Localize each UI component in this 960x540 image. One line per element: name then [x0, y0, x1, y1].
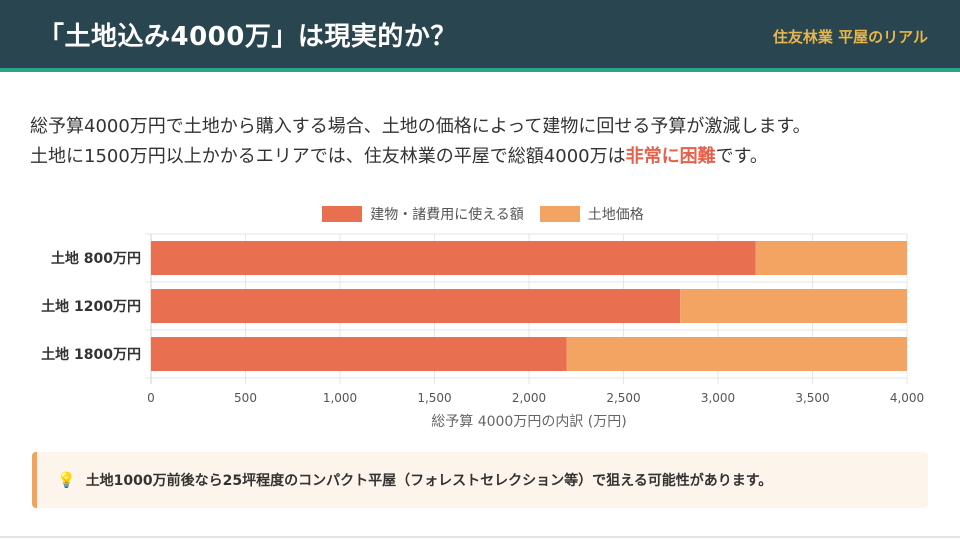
x-tick-label-2: 1,000: [323, 391, 357, 405]
intro-line-2-after: です。: [715, 146, 768, 167]
tip-text: 土地1000万前後なら25坪程度のコンパクト平屋（フォレストセレクション等）で狙…: [85, 473, 773, 489]
category-label-1: 土地 1200万円: [41, 298, 141, 315]
bar-land-0[interactable]: [755, 241, 907, 275]
x-tick-label-7: 3,500: [795, 391, 829, 405]
bar-building-2[interactable]: [151, 337, 567, 371]
intro-line-1: 総予算4000万円で土地から購入する場合、土地の価格によって建物に回せる予算が激…: [30, 116, 811, 137]
category-label-2: 土地 1800万円: [41, 346, 141, 363]
tip-note: 💡 土地1000万前後なら25坪程度のコンパクト平屋（フォレストセレクション等）…: [32, 452, 928, 508]
tick-labels: 0 500 1,000 1,500 2,000 2,500 3,000 3,500 4,000: [147, 391, 924, 405]
intro-line-2-before: 土地に1500万円以上かかるエリアでは、住友林業の平屋で総額4000万は: [30, 146, 626, 167]
bar-land-1[interactable]: [680, 289, 907, 323]
bars-layer: [151, 241, 907, 371]
x-tick-label-4: 2,000: [512, 391, 546, 405]
x-tick-label-6: 3,000: [701, 391, 735, 405]
chart-legend: 建物・諸費用に使える額 土地価格: [0, 204, 960, 224]
bar-building-1[interactable]: [151, 289, 681, 323]
legend-swatch-land: [539, 206, 580, 222]
x-tick-label-3: 1,500: [417, 391, 451, 405]
page-title: 「土地込み4000万」は現実的か？: [38, 22, 457, 52]
legend-item-building[interactable]: 建物・諸費用に使える額: [322, 204, 524, 224]
x-tick-label-5: 2,500: [606, 391, 640, 405]
x-axis-title: 総予算 4000万円の内訳 (万円): [431, 414, 626, 430]
bar-building-0[interactable]: [151, 241, 756, 275]
bar-land-2[interactable]: [566, 337, 907, 371]
intro-line-2: 土地に1500万円以上かかるエリアでは、住友林業の平屋で総額4000万は非常に困…: [30, 142, 930, 172]
legend-label-building: 建物・諸費用に使える額: [370, 207, 524, 223]
legend-item-land[interactable]: 土地価格: [539, 204, 644, 224]
intro-emphasis: 非常に困難: [625, 146, 716, 167]
footer-divider: [0, 536, 960, 538]
category-label-0: 土地 800万円: [51, 250, 141, 267]
legend-label-land: 土地価格: [587, 207, 644, 223]
x-tick-label-0: 0: [147, 391, 155, 405]
x-tick-label-1: 500: [234, 391, 257, 405]
lightbulb-icon: 💡: [57, 471, 76, 489]
intro-text: 総予算4000万円で土地から購入する場合、土地の価格によって建物に回せる予算が激…: [30, 112, 930, 172]
brand-label: 住友林業 平屋のリアル: [772, 28, 928, 46]
legend-swatch-building: [322, 206, 363, 222]
x-tick-label-8: 4,000: [890, 391, 924, 405]
header-bar: 「土地込み4000万」は現実的か？ 住友林業 平屋のリアル: [0, 0, 960, 72]
